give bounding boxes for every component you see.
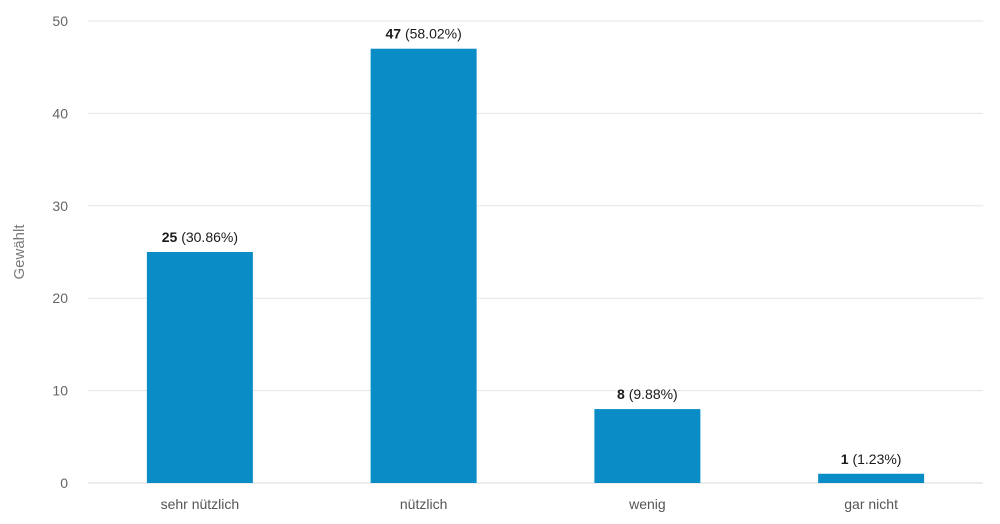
bar-2	[594, 409, 701, 483]
data-label-percent: (58.02%)	[401, 26, 462, 42]
y-tick-label: 0	[60, 475, 68, 491]
bar-3	[818, 473, 925, 483]
data-label-count: 25	[162, 229, 178, 245]
data-labels: 25 (30.86%) 47 (58.02%) 8 (9.88%) 1 (1.23%)	[162, 26, 902, 467]
data-label-count: 47	[385, 26, 401, 42]
y-tick-label: 50	[52, 13, 68, 29]
data-label-percent: (30.86%)	[177, 229, 238, 245]
bars	[146, 48, 925, 483]
data-label-count: 8	[617, 386, 625, 402]
data-label: 47 (58.02%)	[385, 26, 461, 42]
data-label: 8 (9.88%)	[617, 386, 678, 402]
y-tick-label: 20	[52, 290, 68, 306]
y-axis-label: Gewählt	[11, 224, 28, 280]
bar-0	[146, 252, 253, 483]
data-label-count: 1	[841, 451, 849, 467]
y-tick-label: 40	[52, 105, 68, 121]
x-axis-ticks: sehr nützlich nützlich wenig gar nicht	[161, 496, 899, 512]
data-label-percent: (9.88%)	[625, 386, 678, 402]
y-tick-label: 10	[52, 383, 68, 399]
x-tick-label: wenig	[628, 496, 666, 512]
x-tick-label: gar nicht	[844, 496, 898, 512]
data-label-percent: (1.23%)	[849, 451, 902, 467]
bar-1	[370, 48, 477, 483]
x-tick-label: sehr nützlich	[161, 496, 240, 512]
y-tick-label: 30	[52, 198, 68, 214]
y-axis-ticks: 0 10 20 30 40 50	[52, 13, 68, 491]
x-tick-label: nützlich	[400, 496, 447, 512]
data-label: 1 (1.23%)	[841, 451, 902, 467]
data-label: 25 (30.86%)	[162, 229, 238, 245]
